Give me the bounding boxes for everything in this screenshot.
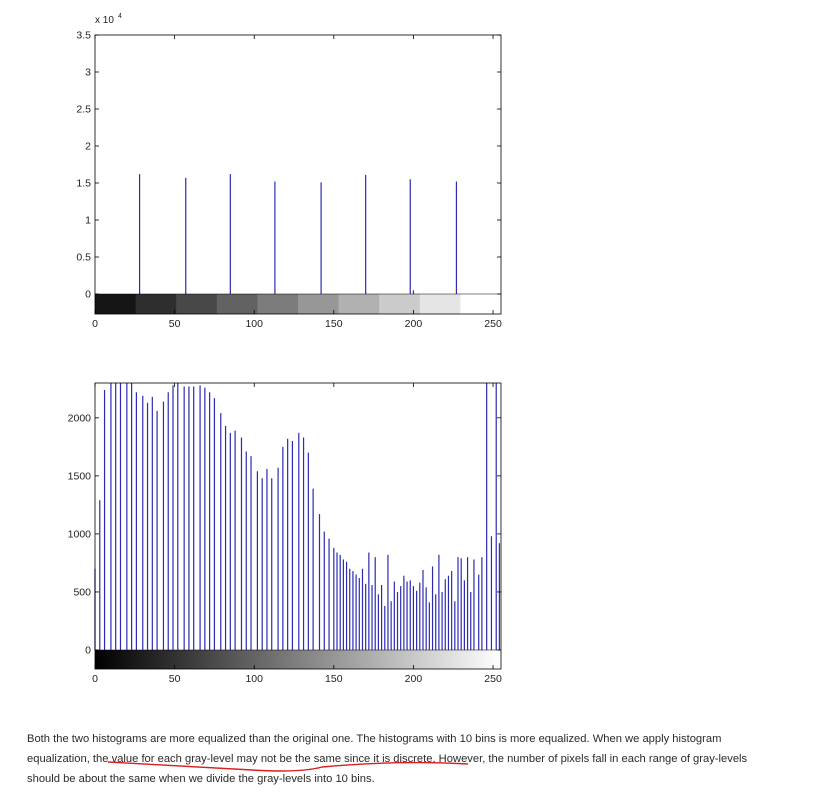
grayscale-band (216, 294, 258, 314)
description-line-2a: equalization, the (27, 753, 109, 765)
y-tick-label: 1500 (68, 470, 92, 482)
y-tick-label: 3 (85, 67, 91, 79)
x-tick-label: 250 (484, 318, 502, 330)
grayscale-band (460, 294, 502, 314)
y-exponent-power: 4 (118, 13, 122, 20)
x-tick-label: 150 (325, 318, 343, 330)
y-tick-label: 1000 (68, 528, 92, 540)
x-tick-label: 100 (245, 673, 263, 685)
x-tick-label: 200 (405, 673, 423, 685)
y-tick-label: 2000 (68, 412, 92, 424)
x-tick-label: 250 (484, 673, 502, 685)
y-tick-label: 1.5 (76, 178, 91, 190)
grayscale-band (379, 294, 421, 314)
y-tick-label: 0.5 (76, 252, 91, 264)
x-tick-label: 50 (169, 673, 181, 685)
y-tick-label: 2.5 (76, 104, 91, 116)
description-line-3: should be about the same when we divide … (27, 773, 375, 785)
y-tick-label: 500 (73, 586, 91, 598)
underlined-phrase: value for each gray-level may not be the… (111, 753, 433, 765)
axes-frame (94, 382, 502, 670)
grayscale-band (135, 294, 177, 314)
x-tick-label: 0 (92, 673, 98, 685)
grayscale-band (419, 294, 461, 314)
x-tick-label: 150 (325, 673, 343, 685)
y-tick-label: 0 (85, 645, 91, 657)
grayscale-band (298, 294, 340, 314)
y-exponent-label: x 10 (95, 15, 114, 26)
y-tick-label: 2 (85, 141, 91, 153)
grayscale-band (338, 294, 380, 314)
grayscale-band (176, 294, 218, 314)
axes-frame (94, 34, 502, 315)
x-tick-label: 200 (405, 318, 423, 330)
x-tick-label: 0 (92, 318, 98, 330)
y-tick-label: 1 (85, 215, 91, 227)
grayscale-band (95, 294, 137, 314)
y-tick-label: 0 (85, 289, 91, 301)
x-tick-label: 100 (245, 318, 263, 330)
grayscale-band (257, 294, 299, 314)
x-tick-label: 50 (169, 318, 181, 330)
description-paragraph: Both the two histograms are more equaliz… (27, 729, 817, 789)
y-tick-label: 3.5 (76, 30, 91, 42)
histogram-full: 0 50 100 150 200 250 0 500 1000 1500 2000 (68, 382, 502, 685)
description-line-2c: . However, the number of pixels fall in … (432, 753, 748, 765)
grayscale-colorbar (95, 650, 501, 669)
histogram-10-bins: 0 50 100 150 200 250 0 0.5 1 1.5 2 2.5 3 3.5 x 10 4 (76, 13, 502, 330)
description-line-1: Both the two histograms are more equaliz… (27, 733, 722, 745)
